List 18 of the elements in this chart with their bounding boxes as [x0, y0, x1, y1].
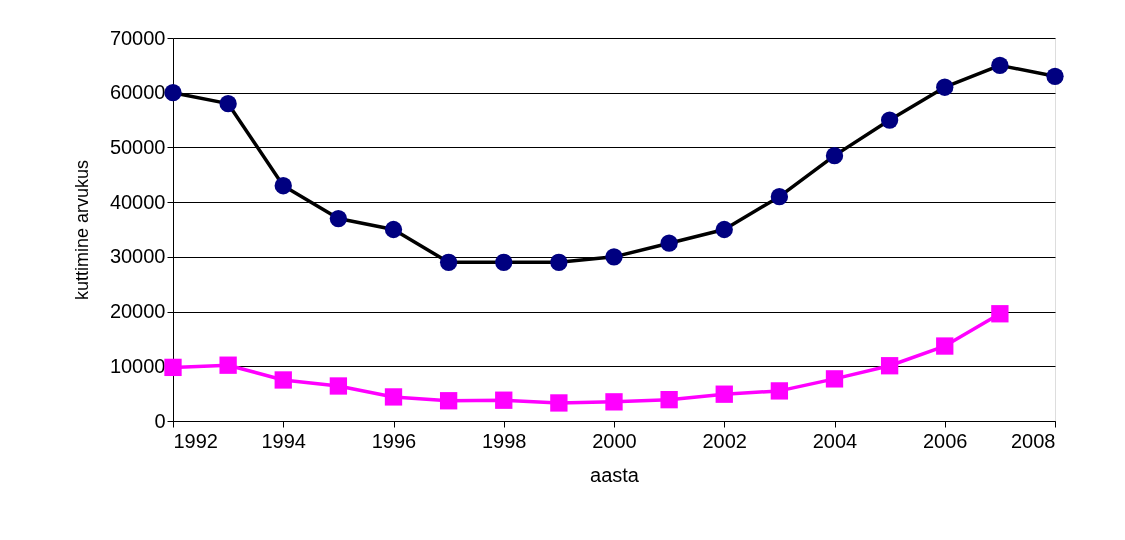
- y-axis-title: kuttimine arvukus: [71, 159, 92, 301]
- x-axis-title: aasta: [590, 463, 640, 486]
- y-tick-label: 40000: [109, 190, 166, 213]
- x-tick-label: 2006: [923, 429, 968, 452]
- y-tick-label: 20000: [109, 300, 166, 323]
- x-tick-label: 1994: [261, 429, 306, 452]
- y-tick-label: 0: [154, 409, 166, 432]
- x-tick-label: 2004: [812, 429, 858, 452]
- y-tick-label: 60000: [109, 81, 166, 104]
- x-tick-label: 1992: [173, 429, 218, 452]
- y-tick-label: 30000: [109, 245, 166, 268]
- x-tick-label: 1998: [482, 429, 527, 452]
- x-tick-label: 1996: [371, 429, 417, 452]
- x-tick-label: 2000: [592, 429, 637, 452]
- x-tick-label: 2008: [1011, 429, 1056, 452]
- y-tick-label: 70000: [109, 26, 166, 49]
- x-tick-label: 2002: [702, 429, 747, 452]
- y-tick-label: 50000: [109, 135, 166, 158]
